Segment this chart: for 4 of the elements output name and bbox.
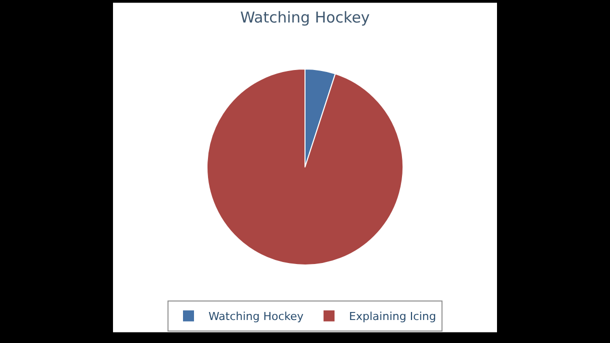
chart-title: Watching Hockey — [240, 8, 370, 26]
pie-slice — [206, 68, 404, 266]
legend-label: Explaining Icing — [349, 310, 436, 324]
legend-label: Watching Hockey — [208, 310, 304, 324]
